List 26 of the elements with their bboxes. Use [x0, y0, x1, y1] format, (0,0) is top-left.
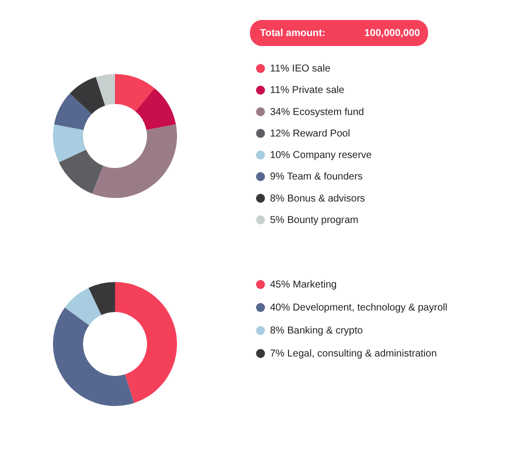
donut-slice: [58, 150, 104, 194]
donut-slice: [88, 282, 115, 316]
legend-label: 5% Bounty program: [270, 214, 358, 226]
legend-label: 8% Banking & crypto: [270, 326, 364, 336]
legend-label: 8% Bonus & advisors: [270, 193, 366, 204]
legend-label: 12% Reward Pool: [270, 128, 350, 140]
donut-slice: [135, 88, 176, 130]
legend-label: 7% Legal, consulting & administration: [270, 348, 437, 360]
donut-slice: [70, 77, 106, 114]
donut-slice: [53, 308, 134, 406]
donut-slice: [92, 124, 177, 198]
legend-label: 40% Development, technology & payroll: [270, 302, 448, 314]
donut-slice: [53, 124, 86, 162]
donut-slice: [64, 288, 102, 326]
legend-label: 11% IEO sale: [270, 64, 331, 74]
legend-label: 10% Company reserve: [270, 150, 372, 161]
legend-label: 11% Private sale: [270, 85, 345, 96]
donut-slice: [115, 74, 155, 112]
legend-label: 45% Marketing: [270, 280, 337, 290]
legend-label: 34% Ecosystem fund: [270, 106, 364, 118]
donut-slice: [115, 282, 177, 403]
donut-slice: [54, 94, 92, 130]
legend-label: 9% Team & founders: [270, 172, 363, 183]
text: 100,000,000: [364, 28, 420, 39]
donut-slice: [96, 74, 115, 106]
text: Total amount:: [260, 28, 326, 39]
